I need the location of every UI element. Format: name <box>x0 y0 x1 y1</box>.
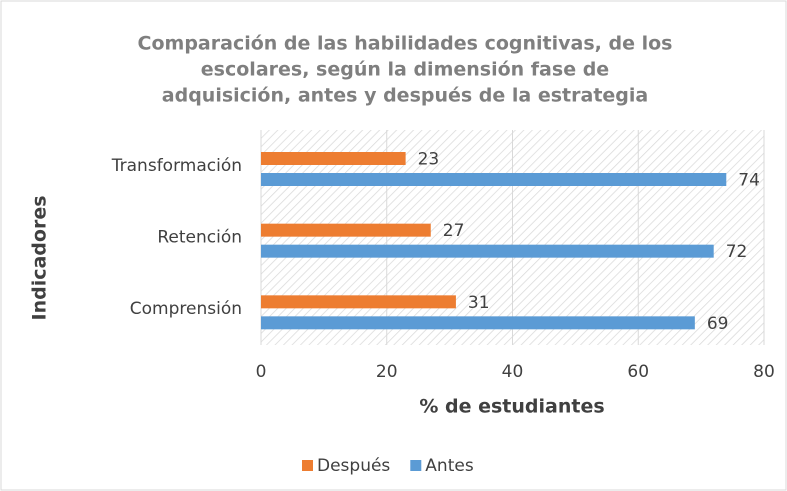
value-label: 72 <box>726 242 748 262</box>
y-tick-label: Comprensión <box>130 299 242 319</box>
bar <box>261 316 695 330</box>
legend-label: Después <box>317 456 390 476</box>
x-tick-label: 80 <box>753 362 775 382</box>
bar <box>261 244 714 258</box>
value-label: 74 <box>738 171 760 191</box>
bar <box>261 223 431 237</box>
value-label: 69 <box>707 314 729 334</box>
x-tick-label: 0 <box>256 362 267 382</box>
chart-title: Comparación de las habilidades cognitiva… <box>138 33 673 55</box>
bar <box>261 152 406 165</box>
legend-swatch <box>410 460 422 471</box>
x-axis-title: % de estudiantes <box>419 396 604 418</box>
x-tick-label: 60 <box>627 362 649 382</box>
chart-title: escolares, según la dimensión fase de <box>201 59 609 81</box>
x-tick-label: 40 <box>502 362 524 382</box>
x-tick-label: 20 <box>376 362 398 382</box>
value-label: 23 <box>418 150 440 170</box>
y-tick-label: Retención <box>157 228 242 248</box>
legend-label: Antes <box>425 456 474 476</box>
bar <box>261 295 456 309</box>
bar <box>261 173 727 186</box>
value-label: 27 <box>443 221 465 241</box>
legend-swatch <box>302 460 313 471</box>
y-tick-label: Transformación <box>111 156 242 176</box>
value-label: 31 <box>468 293 490 313</box>
y-axis-title: Indicadores <box>29 195 51 320</box>
chart-title: adquisición, antes y después de la estra… <box>162 85 648 107</box>
